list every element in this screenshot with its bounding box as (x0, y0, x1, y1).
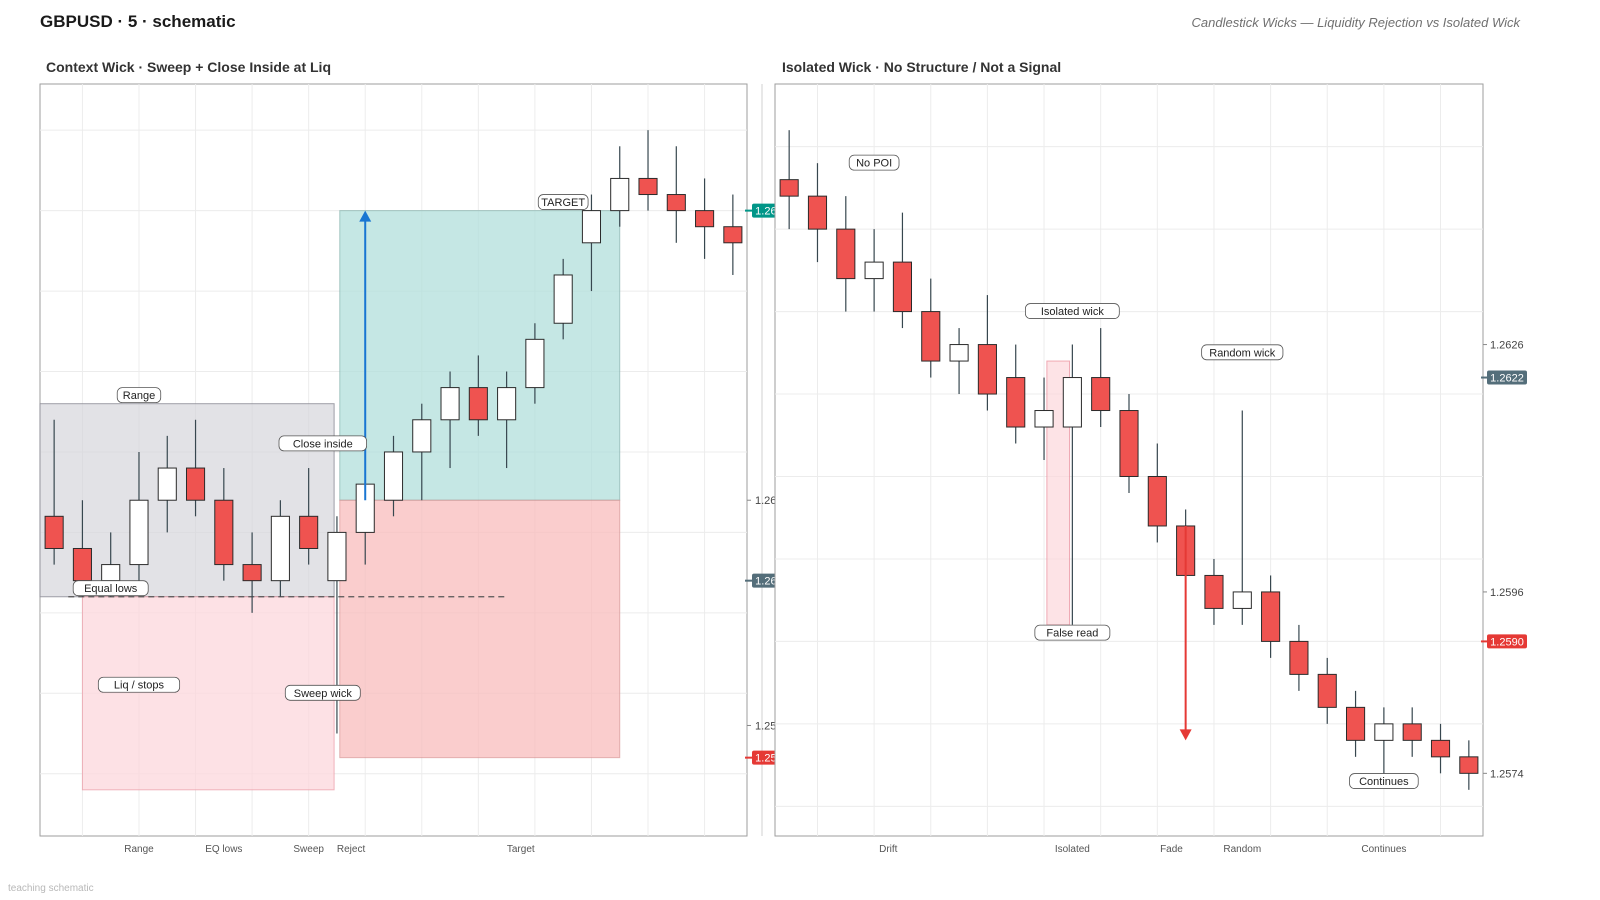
right-annotation-label: No POI (856, 158, 892, 170)
left-candle-body (412, 419, 432, 453)
right-y-tick-label: 1.2596 (1490, 587, 1524, 599)
left-candle-body (185, 467, 206, 501)
right-candle-body (779, 179, 799, 197)
left-annotation-box (284, 684, 361, 701)
left-candle-body (638, 177, 658, 196)
left-annotation-box (116, 387, 162, 404)
right-annotation-label: Continues (1359, 776, 1409, 788)
chart-title: GBPUSD · 5 · schematic (40, 12, 236, 31)
left-candle-body (72, 547, 92, 582)
left-annotation-label: Equal lows (84, 583, 138, 595)
left-annotation-box (278, 435, 367, 452)
right-arrow-head (1179, 729, 1192, 741)
right-annotation-box (1201, 344, 1284, 361)
left-annotation-label: TARGET (541, 197, 585, 209)
left-x-tick-label: Reject (337, 844, 366, 855)
left-candle-body (695, 210, 715, 228)
left-candle-body (242, 564, 262, 582)
right-price-tag-label: 1.2622 (1490, 373, 1524, 385)
right-annotation-box (848, 154, 900, 171)
right-x-tick-label: Continues (1361, 844, 1406, 855)
right-candle-body (1232, 591, 1252, 609)
right-y-tick-label: 1.2626 (1490, 340, 1524, 352)
right-candle-body (977, 344, 997, 395)
right-annotation-label: Isolated wick (1041, 306, 1104, 318)
left-candle-body (157, 467, 177, 501)
right-candle-body (1374, 723, 1394, 741)
left-annotation-box (537, 194, 589, 210)
right-candle-body (1034, 410, 1054, 428)
right-candle-body (1119, 410, 1139, 477)
left-annotation-box (97, 676, 181, 693)
left-candle-body (101, 564, 121, 582)
right-candle-body (1430, 739, 1451, 758)
left-candle-body (129, 499, 149, 566)
right-candle-body (921, 311, 941, 362)
right-candle-body (1345, 706, 1366, 741)
right-candle-body (836, 228, 856, 280)
left-candle-body (666, 194, 686, 212)
right-candle-body (949, 344, 969, 362)
right-x-tick-label: Random (1223, 844, 1261, 855)
right-x-tick-label: Drift (879, 844, 898, 855)
right-candle-body (1091, 377, 1111, 412)
left-candle-body (610, 177, 630, 212)
right-annotation-label: Random wick (1209, 347, 1276, 359)
left-panel-title: Context Wick · Sweep + Close Inside at L… (46, 59, 331, 75)
right-annotation-box (1025, 303, 1120, 319)
footer-note: teaching schematic (8, 883, 94, 894)
right-candle-body (1062, 377, 1082, 428)
right-price-tag-label: 1.2590 (1490, 636, 1524, 648)
left-candle-body (270, 515, 290, 582)
left-annotation-label: Liq / stops (114, 680, 165, 692)
right-candle-body (807, 195, 828, 230)
right-candle-body (1006, 377, 1026, 428)
left-annotation-label: Close inside (293, 438, 353, 450)
right-annotation-box (1349, 773, 1419, 789)
left-stop-zone (339, 499, 621, 759)
right-candle-body (1261, 591, 1281, 642)
left-candle-body (468, 387, 488, 421)
left-candle-body (581, 210, 602, 244)
left-candle-body (214, 499, 234, 566)
right-annotation-box (1034, 624, 1111, 641)
left-target-zone (339, 210, 621, 501)
left-x-tick-label: Target (507, 844, 535, 855)
right-price-tag (1487, 634, 1527, 649)
left-candle-body (44, 515, 64, 549)
left-candle-body (327, 531, 347, 582)
right-x-tick-label: Isolated (1055, 844, 1090, 855)
right-candle-body (864, 261, 884, 280)
right-candle-body (1402, 723, 1422, 741)
right-y-tick-label: 1.2574 (1490, 768, 1524, 780)
left-candle-body (497, 387, 517, 421)
right-candle-body (1317, 673, 1337, 708)
right-candle-body (1289, 640, 1309, 675)
left-candle-body (440, 387, 460, 421)
right-x-tick-label: Fade (1160, 844, 1183, 855)
left-candle-body (299, 515, 319, 549)
chart-subtitle: Candlestick Wicks — Liquidity Rejection … (1191, 15, 1521, 30)
left-annotation-label: Range (123, 390, 155, 402)
left-x-tick-label: Sweep (293, 844, 324, 855)
right-candle-body (892, 261, 913, 313)
left-candle-body (723, 226, 743, 244)
right-panel-title: Isolated Wick · No Structure / Not a Sig… (782, 59, 1062, 75)
left-arrow-head (359, 210, 372, 222)
right-candle-body (1147, 475, 1167, 527)
right-panel: 1.2626 1.2596 1.2574 1.2622 1.2590 Drift Isola… (774, 83, 1527, 855)
left-candle-body (553, 274, 573, 324)
right-annotation-label: False read (1046, 628, 1098, 640)
left-annotation-box (72, 580, 149, 597)
left-x-tick-label: Range (124, 844, 154, 855)
left-annotation-label: Sweep wick (294, 688, 353, 700)
right-candle-body (1459, 756, 1479, 774)
left-candle-body (525, 338, 545, 389)
right-candle-body (1204, 574, 1224, 609)
left-x-tick-label: EQ lows (205, 844, 242, 855)
left-candle-body (383, 451, 404, 501)
right-price-tag (1487, 370, 1527, 385)
